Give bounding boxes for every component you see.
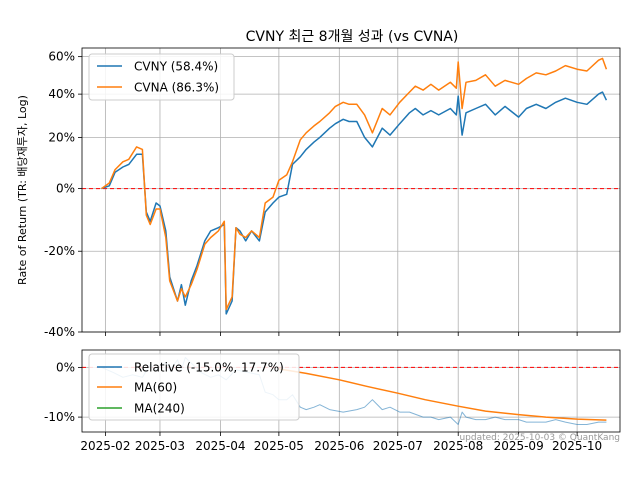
sub-x-tick-label: 2025-02 (80, 439, 130, 453)
main-y-tick-label: -20% (44, 244, 75, 258)
sub-x-tick-label: 2025-10 (552, 439, 602, 453)
sub-x-tick-label: 2025-03 (135, 439, 185, 453)
sub-x-tick-label: 2025-07 (373, 439, 423, 453)
main-y-ticks: -40% -20% 0% 20% 40% 60% (44, 50, 82, 339)
ma60-line (278, 368, 607, 421)
legend-ma240-label: MA(240) (134, 402, 185, 416)
sub-axes-frame (81, 349, 621, 433)
main-y-tick-label: 60% (48, 50, 75, 64)
sub-y-tick-label: -10% (44, 410, 75, 424)
sub-x-tick-label: 2025-09 (494, 439, 544, 453)
main-y-axis-label: Rate of Return (TR: 배당재투자, Log) (16, 95, 29, 285)
main-x-ticks (104, 332, 578, 336)
legend-cvna-label: CVNA (86.3%) (134, 81, 219, 95)
sub-y-ticks: -10% 0% (44, 360, 82, 424)
sub-x-tick-label: 2025-08 (433, 439, 483, 453)
relative-plot: -10%0% 2025-02 2025-03 2025-04 2025-05 2025-… (44, 349, 621, 453)
legend-ma60-label: MA(60) (134, 381, 177, 395)
sub-x-tick-label: 2025-04 (195, 439, 245, 453)
main-series-group (101, 57, 608, 315)
sub-legend-box (88, 353, 300, 421)
footer-credit: updated: 2025-10-03 © QuantKang (459, 433, 620, 443)
cvna-line (101, 57, 608, 311)
legend-relative-label: Relative (-15.0%, 17.7%) (134, 361, 284, 375)
sub-y-tick-label: 0% (56, 360, 75, 374)
main-legend: CVNY (58.4%) CVNA (86.3%) (88, 53, 235, 101)
sub-x-tick-label: 2025-05 (254, 439, 304, 453)
main-plot: -40% -20% 0% 20% 40% 60% Rate of Return (TR: … (16, 47, 621, 339)
main-y-tick-label: 0% (56, 182, 75, 196)
sub-x-ticks: 2025-02 2025-03 2025-04 2025-05 2025-06 2025-… (80, 432, 602, 453)
legend-cvny-label: CVNY (58.4%) (134, 60, 218, 74)
chart-title: CVNY 최근 8개월 성과 (vs CVNA) (246, 29, 459, 45)
main-y-tick-label: 40% (48, 87, 75, 101)
sub-x-tick-label: 2025-06 (314, 439, 364, 453)
main-y-tick-label: -40% (44, 325, 75, 339)
main-y-tick-label: 20% (48, 130, 75, 144)
sub-legend: Relative (-15.0%, 17.7%) MA(60) MA(240) (88, 353, 300, 421)
main-legend-box (88, 53, 235, 101)
main-axes-frame (81, 47, 621, 333)
